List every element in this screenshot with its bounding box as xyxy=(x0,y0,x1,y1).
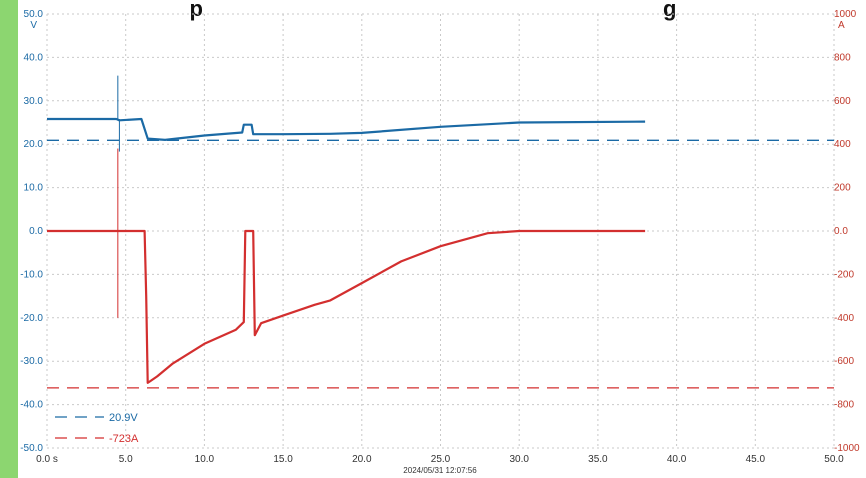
legend-label: -723A xyxy=(109,433,139,445)
x-tick-label: 35.0 xyxy=(588,454,608,465)
y-left-tick-label: 50.0 xyxy=(24,9,44,20)
y-right-tick-label: -600 xyxy=(834,356,854,367)
y-right-tick-label: -400 xyxy=(834,313,854,324)
x-tick-label: 30.0 xyxy=(509,454,529,465)
y-left-tick-label: -20.0 xyxy=(20,313,43,324)
y-left-tick-label: -10.0 xyxy=(20,269,43,280)
x-tick-label: 15.0 xyxy=(273,454,293,465)
x-tick-label: 25.0 xyxy=(431,454,451,465)
grid xyxy=(46,13,835,449)
y-right-tick-label: 1000 xyxy=(834,9,857,20)
y-right-tick-label: 0.0 xyxy=(834,226,848,237)
x-tick-label: 45.0 xyxy=(746,454,766,465)
reference-lines xyxy=(47,139,834,389)
y-left-tick-label: 40.0 xyxy=(24,52,44,63)
x-tick-label: 10.0 xyxy=(195,454,215,465)
right-axis-unit: A xyxy=(838,20,845,31)
y-left-tick-label: -30.0 xyxy=(20,356,43,367)
y-left-tick-label: 20.0 xyxy=(24,139,44,150)
axes: 50.0 1000 40.0 800 30.0 600 20.0 400 10.0 200 0.0 0… xyxy=(20,9,860,465)
y-right-tick-label: 400 xyxy=(834,139,851,150)
series-line xyxy=(47,117,646,141)
y-right-tick-label: -1000 xyxy=(834,443,860,454)
y-left-tick-label: -50.0 xyxy=(20,443,43,454)
x-tick-label: 50.0 xyxy=(824,454,844,465)
x-tick-label: 5.0 xyxy=(119,454,133,465)
legend: 20.9V -723A xyxy=(55,412,139,445)
legend-label: 20.9V xyxy=(109,412,138,424)
x-tick-label: 40.0 xyxy=(667,454,687,465)
y-left-tick-label: -40.0 xyxy=(20,400,43,411)
series-line xyxy=(47,229,646,384)
x-tick-label: 20.0 xyxy=(352,454,372,465)
title-left-fragment: p xyxy=(189,0,203,21)
y-right-tick-label: -200 xyxy=(834,269,854,280)
y-left-tick-label: 30.0 xyxy=(24,96,44,107)
y-left-tick-label: 10.0 xyxy=(24,183,44,194)
chart-frame xyxy=(18,0,866,478)
y-right-tick-label: 200 xyxy=(834,183,851,194)
y-right-tick-label: 600 xyxy=(834,96,851,107)
series-group xyxy=(47,75,646,384)
x-tick-label: 0.0 s xyxy=(36,454,58,465)
timestamp: 2024/05/31 12:07:56 xyxy=(403,466,477,475)
y-right-tick-label: 800 xyxy=(834,52,851,63)
y-left-tick-label: 0.0 xyxy=(29,226,43,237)
title-right-fragment: g xyxy=(663,0,677,21)
left-axis-unit: V xyxy=(30,20,37,31)
y-right-tick-label: -800 xyxy=(834,400,854,411)
